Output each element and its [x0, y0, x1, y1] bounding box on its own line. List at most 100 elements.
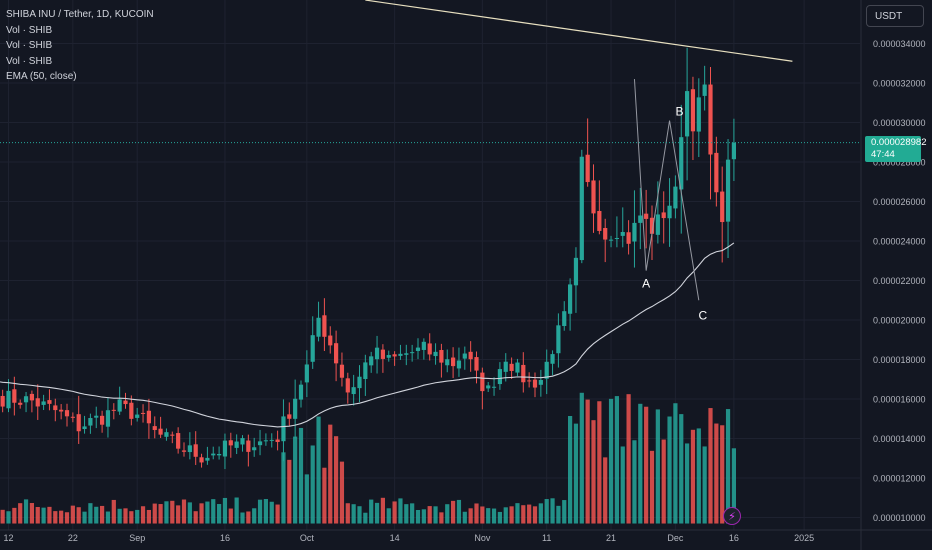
volume-bar [696, 428, 701, 524]
candle-body [392, 354, 397, 357]
candle-body [363, 362, 368, 379]
candle-body [421, 341, 426, 350]
candle-body [702, 84, 707, 96]
volume-bar [140, 506, 146, 524]
volume-bar [573, 423, 579, 524]
volume-bar [76, 507, 81, 524]
candle-body [275, 439, 280, 442]
candle-body [515, 362, 520, 373]
volume-bar [562, 500, 567, 524]
candle-body [585, 154, 590, 183]
volume-bar [217, 504, 222, 524]
volume-bar [105, 511, 111, 524]
candle-body [105, 410, 111, 427]
time-tick-label: 16 [729, 533, 739, 543]
candle-body [287, 414, 292, 419]
candle-body [480, 372, 485, 392]
candle-body [269, 439, 274, 441]
volume-bar [679, 414, 684, 524]
time-tick-label: 21 [606, 533, 616, 543]
candle-body [357, 376, 362, 389]
candle-body [29, 393, 34, 401]
candle-body [199, 457, 204, 463]
volume-bar [146, 509, 151, 524]
flash-icon[interactable]: ⚡ [723, 507, 741, 525]
candle-body [655, 214, 660, 235]
volume-bar [94, 506, 99, 524]
wave-path [633, 79, 700, 301]
chart-legend: SHIBA INU / Tether, 1D, KUCOIN Vol · SHI… [6, 7, 154, 85]
candle-body [497, 369, 502, 385]
volume-bar [164, 501, 169, 524]
candle-body [439, 349, 444, 363]
price-tick-label: 0.000034000 [873, 39, 926, 49]
candle-body [456, 360, 462, 369]
indicator-volume-3[interactable]: Vol · SHIB [6, 55, 53, 67]
price-tick-label: 0.000016000 [873, 395, 926, 405]
volume-bar [199, 503, 204, 524]
candle-body [649, 217, 655, 234]
candle-body [135, 414, 140, 418]
price-axis[interactable]: 0.000034000 0.000032000 0.000030000 0.00002… [873, 39, 926, 523]
candle-body [597, 210, 602, 231]
volume-bar [649, 450, 655, 524]
candle-body [714, 152, 719, 193]
volume-bar [603, 457, 608, 524]
volume-bar [491, 508, 497, 524]
candle-body [94, 415, 99, 418]
candle-body [82, 426, 87, 430]
volume-bar [620, 446, 625, 524]
indicator-volume-1[interactable]: Vol · SHIB [6, 24, 53, 36]
volume-bar [275, 504, 280, 524]
candle-body [187, 445, 192, 453]
volume-bar [345, 503, 350, 524]
candle-body [374, 347, 380, 360]
currency-button[interactable]: USDT [866, 5, 924, 27]
volume-bar [579, 392, 584, 524]
candle-body [41, 401, 46, 405]
candle-body [638, 215, 643, 223]
indicator-ema[interactable]: EMA (50, close) [6, 71, 77, 82]
candle-body [427, 343, 432, 355]
price-tick-label: 0.000024000 [873, 237, 926, 247]
volume-bar [374, 502, 380, 524]
candle-body [164, 432, 169, 437]
candle-body [398, 353, 403, 356]
candle-body [246, 440, 251, 452]
price-tick-label: 0.000032000 [873, 79, 926, 89]
candle-body [76, 414, 81, 432]
volume-bar [100, 505, 105, 524]
candle-body [644, 213, 649, 219]
volume-bar [690, 429, 696, 524]
candle-body [410, 352, 415, 354]
volume-bar [661, 439, 666, 524]
volume-bar [59, 510, 64, 524]
volume-bar [193, 511, 198, 524]
time-axis[interactable]: 12 22 Sep 16 Oct 14 Nov 11 21 Dec 16 2025 [3, 533, 814, 543]
candle-body [222, 440, 228, 457]
symbol-title[interactable]: SHIBA INU / Tether, 1D, KUCOIN [6, 9, 154, 20]
candle-body [316, 317, 321, 337]
candle-body [532, 379, 538, 388]
volume-bar [29, 503, 34, 524]
volume-bar [439, 512, 444, 524]
candle-body [59, 409, 64, 412]
volume-bar [392, 501, 397, 524]
candle-body [685, 91, 690, 137]
volume-bar [568, 415, 573, 524]
time-tick-label: 16 [220, 533, 230, 543]
volume-bar [70, 505, 75, 524]
volume-bar [41, 507, 46, 524]
candle-body [217, 453, 222, 456]
volume-bar [521, 505, 526, 524]
indicator-volume-2[interactable]: Vol · SHIB [6, 40, 53, 51]
volume-bar [550, 498, 555, 524]
volume-bar [53, 511, 58, 524]
volume-bar [445, 504, 450, 524]
volume-bar [310, 445, 315, 524]
volume-bar [509, 506, 514, 524]
candle-body [632, 222, 637, 242]
volume-bar [720, 425, 725, 524]
volume-bar [23, 499, 29, 524]
